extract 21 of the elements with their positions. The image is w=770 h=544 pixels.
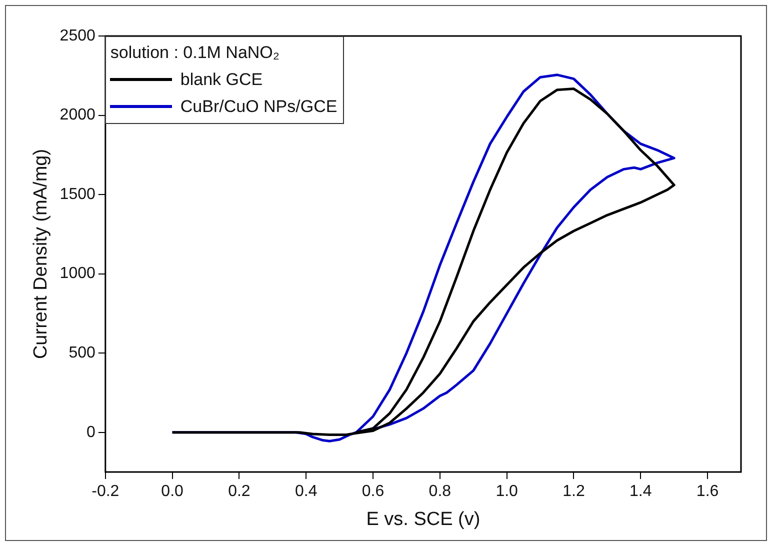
x-tick-label: 1.0 [496, 483, 518, 500]
y-tick-label: 500 [68, 344, 96, 362]
y-tick-label: 1000 [60, 265, 96, 282]
x-tick-label: 0.2 [228, 483, 250, 500]
x-tick-label: 1.4 [630, 483, 652, 500]
x-axis-title: E vs. SCE (v) [366, 508, 480, 530]
y-tick-label: 1500 [60, 186, 96, 203]
legend-label: CuBr/CuO NPs/GCE [180, 96, 338, 116]
y-tick-label: 2500 [60, 27, 96, 44]
y-tick-label: 2000 [60, 106, 96, 124]
x-tick-label: -0.2 [92, 483, 120, 500]
x-tick-label: 1.6 [696, 483, 719, 500]
x-tick-label: 0.6 [362, 483, 384, 500]
x-tick-label: 1.2 [562, 483, 585, 500]
y-tick-label: 0 [86, 424, 96, 441]
legend-title: solution : 0.1M NaNO₂ [110, 42, 281, 64]
x-tick-label: 0.0 [161, 483, 184, 500]
y-axis-title: Current Density (mA/mg) [30, 148, 52, 360]
legend-label: blank GCE [180, 70, 263, 90]
x-tick-label: 0.8 [428, 483, 452, 500]
x-tick-label: 0.4 [294, 483, 318, 500]
